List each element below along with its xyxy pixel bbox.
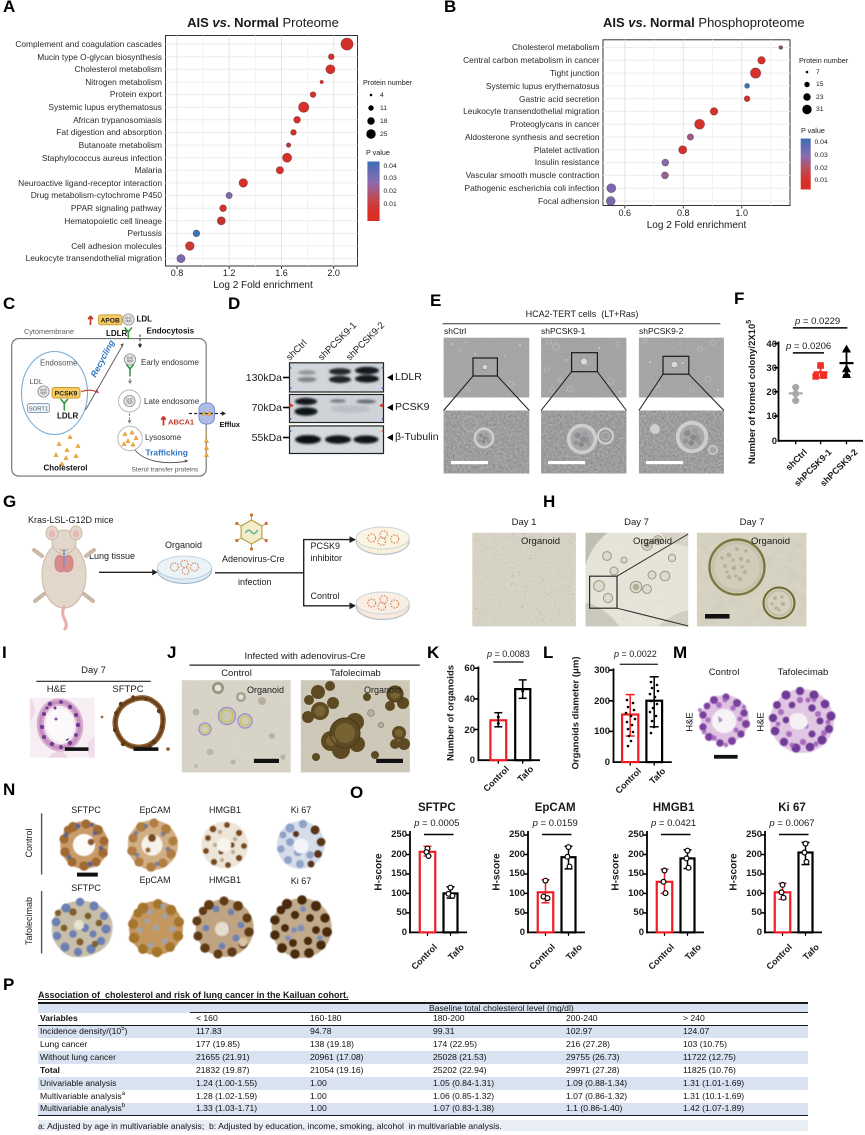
svg-text:Sterol transfer proteins: Sterol transfer proteins [132, 467, 199, 474]
svg-text:Endocytosis: Endocytosis [147, 327, 195, 336]
svg-text:PCSK9: PCSK9 [55, 391, 78, 398]
svg-text:ABCA1: ABCA1 [168, 418, 195, 427]
svg-text:Cytomembrane: Cytomembrane [24, 327, 74, 336]
svg-text:LDLR: LDLR [106, 329, 128, 338]
svg-text:Late endosome: Late endosome [144, 397, 200, 406]
svg-text:Endosome: Endosome [40, 359, 77, 368]
svg-text:LDL: LDL [30, 377, 43, 386]
svg-text:SORT1: SORT1 [29, 406, 49, 412]
svg-text:LDL: LDL [137, 315, 153, 324]
svg-text:Lysosome: Lysosome [145, 433, 182, 442]
svg-text:LDLR: LDLR [57, 412, 79, 421]
svg-text:APOB: APOB [101, 317, 120, 324]
svg-text:Efflux: Efflux [220, 420, 241, 429]
svg-text:Cholesterol: Cholesterol [44, 464, 88, 473]
svg-text:Early endosome: Early endosome [141, 358, 199, 367]
svg-text:Trafficking: Trafficking [146, 448, 188, 458]
